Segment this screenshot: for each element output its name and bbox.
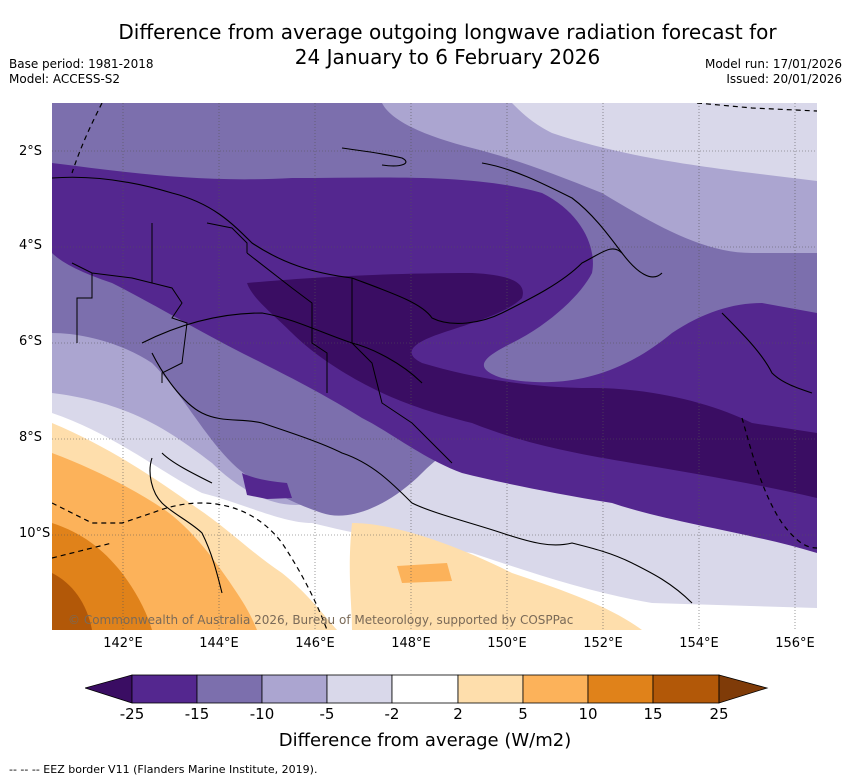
colorbar-tick: 25 bbox=[709, 705, 729, 723]
issued-date: Issued: 20/01/2026 bbox=[726, 72, 842, 86]
colorbar-label: Difference from average (W/m2) bbox=[278, 730, 572, 751]
band-pos15-pos25 bbox=[52, 573, 92, 630]
colorbar-swatch bbox=[85, 674, 133, 704]
lat-label: 4°S bbox=[19, 238, 43, 253]
meta-right: Model run: 17/01/2026 Issued: 20/01/2026 bbox=[705, 57, 842, 87]
lon-label: 152°E bbox=[583, 636, 623, 651]
lat-label: 10°S bbox=[19, 526, 51, 541]
lon-label: 144°E bbox=[199, 636, 239, 651]
colorbar bbox=[85, 674, 769, 704]
colorbar-tick: -2 bbox=[384, 705, 400, 723]
colorbar-swatch bbox=[261, 674, 328, 704]
lon-label: 148°E bbox=[391, 636, 431, 651]
model-run: Model run: 17/01/2026 bbox=[704, 57, 842, 71]
meta-left: Base period: 1981-2018 Model: ACCESS-S2 bbox=[9, 57, 154, 87]
copyright-text: © Commonwealth of Australia 2026, Bureau… bbox=[68, 613, 574, 627]
title-line-1: Difference from average outgoing longwav… bbox=[118, 20, 777, 44]
title-line-2: 24 January to 6 February 2026 bbox=[294, 45, 601, 69]
coastlines bbox=[52, 147, 813, 604]
model-name: Model: ACCESS-S2 bbox=[9, 72, 121, 86]
colorbar-swatch bbox=[131, 674, 198, 704]
lon-label: 142°E bbox=[103, 636, 143, 651]
band-below-neg25 bbox=[247, 273, 817, 498]
colorbar-tick: 2 bbox=[453, 705, 463, 723]
lon-label: 156°E bbox=[775, 636, 815, 651]
anomaly-map bbox=[52, 103, 817, 630]
eez-footnote: -- -- -- EEZ border V11 (Flanders Marine… bbox=[9, 763, 318, 776]
colorbar-tick: 15 bbox=[643, 705, 663, 723]
colorbar-swatch bbox=[196, 674, 263, 704]
colorbar-tick: 5 bbox=[518, 705, 528, 723]
lon-label: 154°E bbox=[679, 636, 719, 651]
border-lines bbox=[71, 222, 453, 464]
colorbar-swatch bbox=[326, 674, 393, 704]
colorbar-swatch bbox=[457, 674, 524, 704]
colorbar-swatch bbox=[718, 674, 769, 704]
eez-border bbox=[52, 103, 817, 630]
chart-title: Difference from average outgoing longwav… bbox=[90, 20, 805, 70]
colorbar-swatch bbox=[522, 674, 589, 704]
band-pos5-pos10-patch bbox=[397, 563, 452, 583]
colorbar-tick: -25 bbox=[119, 705, 145, 723]
lat-label: 8°S bbox=[19, 430, 43, 445]
graticule bbox=[52, 103, 817, 630]
base-period: Base period: 1981-2018 bbox=[9, 57, 154, 71]
lat-label: 6°S bbox=[19, 334, 43, 349]
colorbar-tick: -10 bbox=[249, 705, 275, 723]
colorbar-tick: 10 bbox=[578, 705, 598, 723]
band-pos2-pos5-east bbox=[349, 523, 642, 630]
band-neg15-neg25-patch bbox=[242, 473, 292, 499]
lat-label: 2°S bbox=[19, 144, 43, 159]
lon-label: 150°E bbox=[487, 636, 527, 651]
colorbar-swatch bbox=[391, 674, 459, 704]
colorbar-tick: -5 bbox=[319, 705, 335, 723]
colorbar-swatch bbox=[587, 674, 654, 704]
colorbar-swatch bbox=[652, 674, 720, 704]
colorbar-tick: -15 bbox=[184, 705, 210, 723]
lon-label: 146°E bbox=[295, 636, 335, 651]
